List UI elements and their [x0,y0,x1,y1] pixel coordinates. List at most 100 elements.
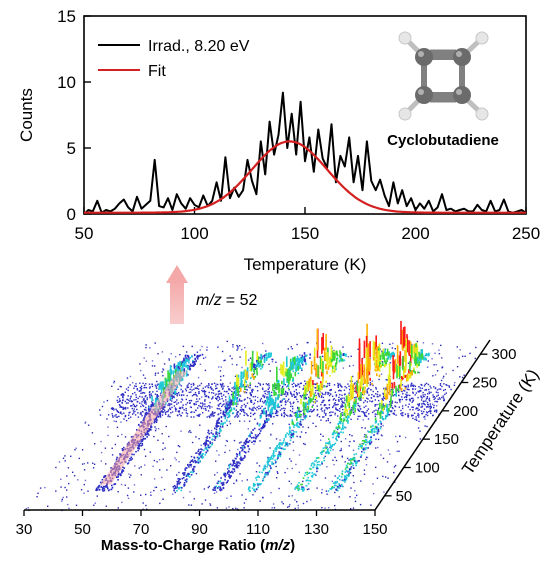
noise-point [412,397,414,399]
ridge-point [111,484,113,487]
band-point [143,387,145,389]
ridge-point [352,464,354,467]
ridge-point [309,480,312,482]
ridge-point [216,425,218,427]
band-point [423,408,426,410]
band-point [295,411,297,414]
noise-point [174,457,176,459]
band-point [374,399,376,401]
noise-point [290,460,292,462]
band-point [296,393,298,395]
temperature-tick-label: 300 [491,346,516,363]
band-point [112,407,115,410]
band-point [391,402,393,404]
ridge-point [414,357,417,366]
band-point [316,389,319,391]
band-point [407,413,409,415]
band-point [408,403,410,405]
noise-point [155,387,158,389]
ridge-point [228,403,230,406]
band-point [430,387,432,389]
noise-point [241,348,243,351]
ridge-point [292,361,295,370]
ridge-point [341,485,343,487]
band-point [377,409,380,411]
band-point [313,383,315,385]
ridge-point [257,433,260,436]
ridge-point [232,462,235,465]
ridge-point [348,474,350,476]
ridge-point [343,478,346,481]
noise-point [37,492,39,494]
band-point [141,415,143,417]
noise-point [182,496,185,499]
noise-point [385,388,387,391]
band-point [137,400,139,403]
noise-point [424,425,426,427]
band-point [116,399,118,402]
noise-point [124,484,126,486]
noise-point [70,455,72,457]
ridge-point [216,420,218,423]
x-tick-label: 200 [401,224,429,243]
ridge-point [329,375,331,377]
ridge-point [315,363,318,377]
noise-point [436,370,439,372]
noise-point [381,350,383,352]
ridge-point [311,405,314,408]
ridge-point [263,408,265,412]
band-point [236,412,238,414]
ridge-point [279,454,282,457]
ridge-point [319,383,322,389]
band-point [284,393,287,395]
band-point [321,410,323,412]
ridge-point [185,480,188,483]
ridge-point [291,433,293,436]
ridge-point [406,376,408,382]
band-point [263,395,266,397]
noise-point [238,442,241,444]
band-point [149,391,151,393]
band-point [149,386,151,388]
ridge-point [334,370,336,373]
ridge-point [119,453,121,455]
noise-point [158,459,161,461]
ridge-point [197,461,200,464]
ridge-point [363,451,366,454]
noise-point [190,455,193,458]
ridge-point [243,370,246,378]
ridge-point [275,448,278,451]
band-point [156,390,158,392]
ridge-point [346,412,348,416]
band-point [284,403,287,406]
band-point [146,398,148,401]
noise-point [121,448,123,450]
band-point [411,397,413,400]
ridge-point [328,438,330,440]
ridge-point [259,423,261,426]
noise-point [140,403,143,405]
ridge-point [199,451,201,454]
band-point [366,390,368,392]
ridge-point [313,356,316,370]
band-point [333,384,336,386]
ridge-point [344,468,347,470]
ridge-point [342,419,345,423]
mz52-arrow [166,265,188,324]
band-point [197,388,200,390]
noise-point [403,385,406,387]
noise-point [324,392,327,395]
band-point [448,386,451,388]
band-point [259,407,262,409]
noise-point [322,355,324,358]
ridge-point [220,488,223,491]
noise-point [404,436,407,439]
noise-point [284,471,286,474]
ridge-point [149,428,151,430]
ridge-point [350,386,352,395]
ridge-point [228,470,230,473]
ridge-point [335,358,338,365]
band-point [374,404,376,406]
ridge-point [303,392,305,400]
band-point [127,395,129,397]
